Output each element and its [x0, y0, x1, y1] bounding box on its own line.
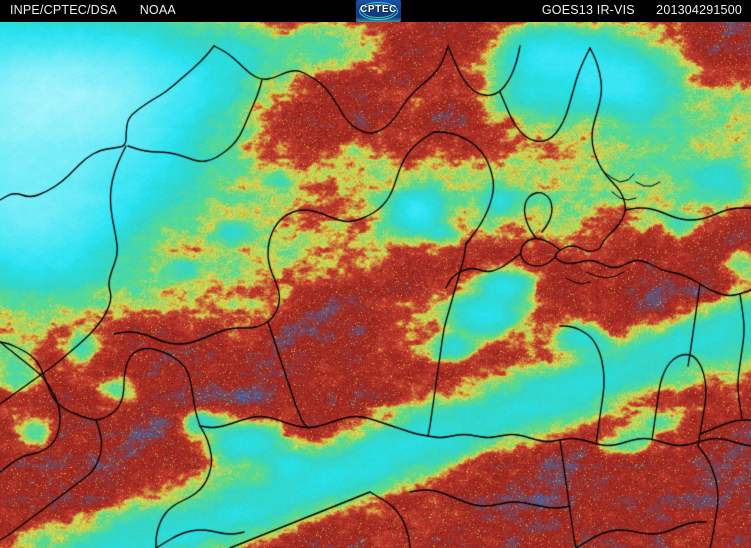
institution-label: INPE/CPTEC/DSA — [10, 3, 117, 17]
header-left-labels: INPE/CPTEC/DSA NOAA — [10, 3, 176, 17]
satellite-image-canvas — [0, 22, 751, 548]
header-bar: INPE/CPTEC/DSA NOAA CPTEC GOES13 IR-VIS … — [0, 0, 751, 22]
logo-text: CPTEC — [360, 4, 397, 15]
satellite-label: GOES13 IR-VIS — [541, 3, 635, 17]
logo-sheen — [356, 17, 401, 22]
agency-label: NOAA — [139, 3, 176, 17]
satellite-image-panel — [0, 22, 751, 548]
cptec-logo: CPTEC — [356, 0, 401, 22]
header-right-labels: GOES13 IR-VIS 201304291500 — [542, 3, 742, 17]
timestamp-label: 201304291500 — [656, 3, 742, 17]
